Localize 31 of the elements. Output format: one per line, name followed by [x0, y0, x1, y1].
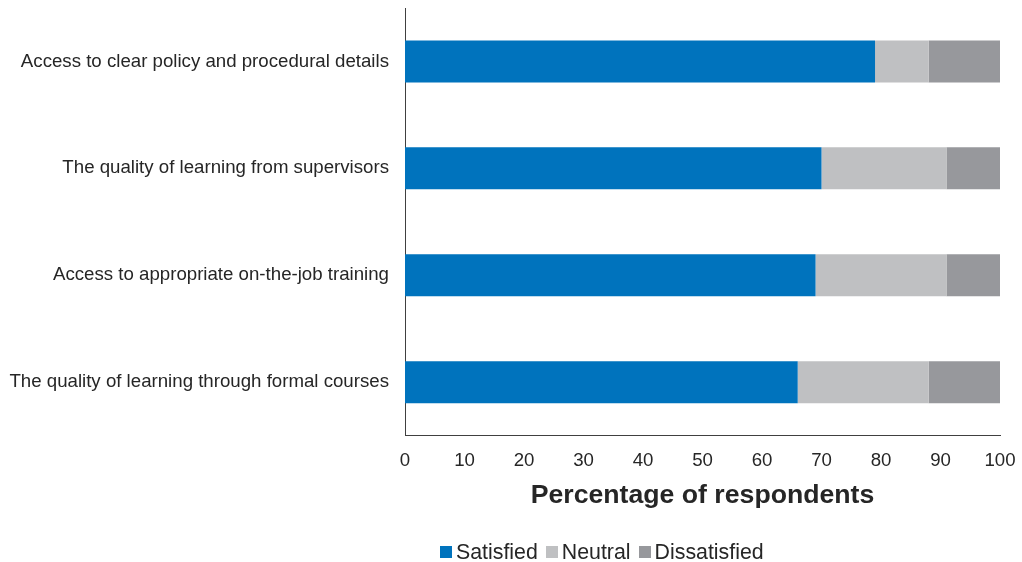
- bar: [815, 254, 947, 297]
- x-axis-title: Percentage of respondents: [530, 479, 875, 510]
- x-tick-label: 100: [984, 448, 1016, 470]
- bar: [405, 254, 816, 297]
- bar: [405, 40, 876, 83]
- legend-label: Dissatisfied: [654, 540, 764, 562]
- y-tick-label: The quality of learning through formal courses: [9, 370, 389, 392]
- bar: [946, 254, 1000, 297]
- bar: [797, 361, 929, 404]
- x-tick-label: 40: [632, 448, 654, 470]
- bar: [405, 361, 798, 404]
- bar: [928, 40, 1000, 83]
- bar: [821, 147, 947, 190]
- x-tick-label: 30: [573, 448, 594, 470]
- x-tick-label: 90: [930, 448, 951, 470]
- bar: [875, 40, 929, 83]
- legend-label: Neutral: [561, 540, 631, 562]
- y-tick-label: Access to clear policy and procedural details: [20, 49, 389, 71]
- x-tick-label: 80: [870, 448, 892, 470]
- bar: [928, 361, 1000, 404]
- x-tick-label: 60: [751, 448, 773, 470]
- x-tick-label: 0: [399, 448, 411, 470]
- bar: [405, 147, 822, 190]
- y-tick-label: Access to appropriate on-the-job training: [52, 263, 389, 285]
- bar: [946, 147, 1000, 190]
- x-tick-label: 10: [454, 448, 475, 470]
- x-tick-label: 70: [811, 448, 832, 470]
- y-tick-label: The quality of learning from supervisors: [62, 156, 389, 178]
- x-tick-label: 20: [513, 448, 535, 470]
- x-tick-label: 50: [692, 448, 713, 470]
- legend-label: Satisfied: [456, 540, 538, 562]
